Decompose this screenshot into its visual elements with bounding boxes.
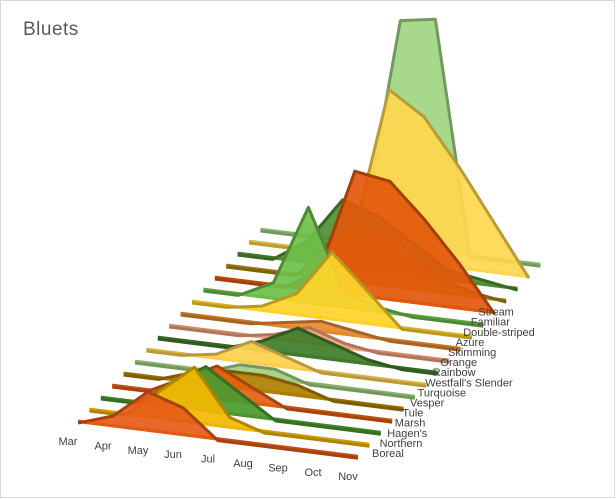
series-tick-10: Tule [402, 408, 423, 420]
series-tick-4: Skimming [448, 347, 496, 359]
series-tick-7: Westfall's Slender [425, 377, 513, 389]
x-tick-oct: Oct [304, 467, 321, 479]
series-ridge-6 [146, 339, 427, 388]
series-ridge-4 [123, 369, 404, 412]
series-tick-14: Boreal [372, 448, 404, 460]
series-fill-7 [157, 328, 438, 375]
series-fill-0 [78, 391, 358, 459]
series-tick-3: Azure [456, 337, 485, 349]
series-ridge-0 [77, 390, 359, 460]
x-tick-may: May [128, 445, 149, 457]
series-tick-12: Hagen's [387, 428, 428, 440]
series-areas [77, 17, 541, 460]
series-fill-10 [192, 252, 472, 339]
series-fill-6 [146, 341, 427, 387]
series-fill-12 [214, 171, 495, 315]
series-tick-9: Vesper [410, 398, 445, 410]
series-area-7 [157, 326, 438, 376]
x-tick-nov: Nov [338, 471, 358, 483]
series-area-0 [77, 390, 359, 460]
series-tick-6: Rainbow [433, 367, 476, 379]
series-ridge-5 [134, 361, 416, 400]
series-tick-11: Marsh [395, 418, 426, 430]
chart-title: Bluets [23, 19, 79, 40]
series-area-6 [146, 339, 427, 388]
x-tick-jun: Jun [164, 449, 182, 461]
series-tick-2: Double-striped [463, 327, 535, 339]
series-tick-0: Stream [478, 307, 513, 319]
x-tick-aug: Aug [233, 458, 253, 470]
series-tick-1: Familiar [471, 317, 510, 329]
series-ridge-7 [157, 326, 438, 376]
series-ridge-12 [214, 169, 497, 316]
x-tick-mar: Mar [59, 436, 78, 448]
series-ridge-8 [169, 325, 450, 364]
series-axis-ticks: StreamFamiliarDouble-stripedAzureSkimmin… [372, 307, 535, 460]
series-tick-8: Turquoise [418, 387, 467, 399]
series-fill-11 [203, 207, 484, 327]
series-tick-13: Northern [380, 438, 423, 450]
series-ridge-9 [180, 313, 461, 352]
series-area-10 [191, 250, 473, 340]
series-ridge-10 [191, 250, 473, 340]
x-axis-ticks: Mar Apr May Jun Jul Aug Sep Oct Nov [59, 436, 359, 483]
series-tick-5: Orange [440, 357, 477, 369]
x-tick-jul: Jul [201, 454, 215, 466]
series-area-12 [214, 169, 497, 316]
series-ridge-3 [112, 364, 393, 424]
x-tick-apr: Apr [94, 440, 111, 452]
series-fill-2 [100, 366, 381, 435]
x-tick-sep: Sep [268, 462, 288, 474]
